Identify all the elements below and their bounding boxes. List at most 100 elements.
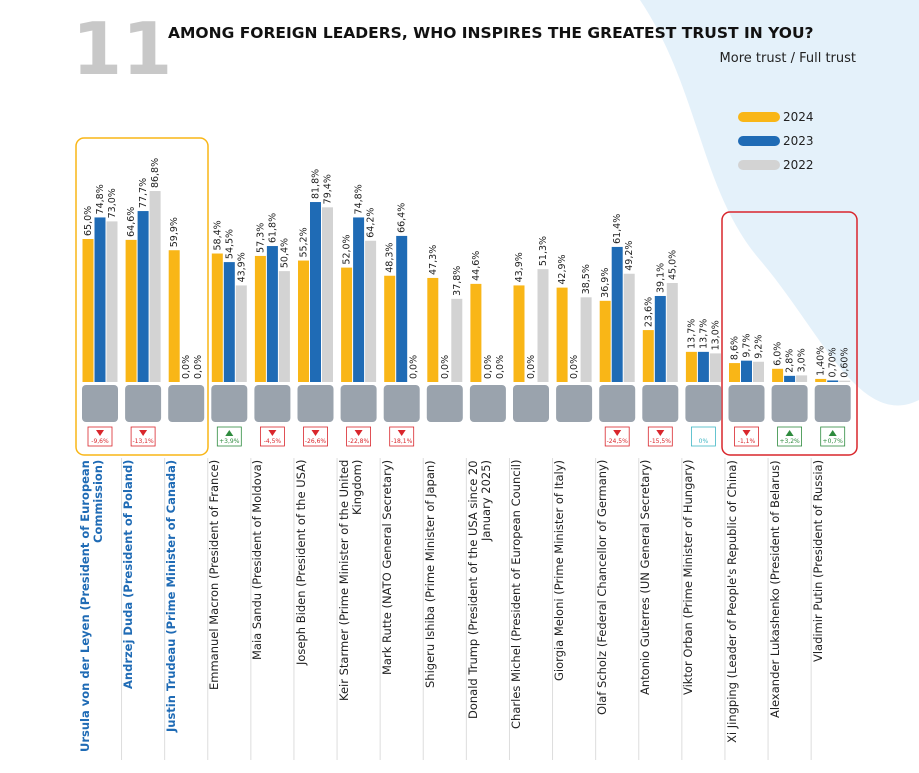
value-label: 64,2% [366, 208, 377, 238]
bar [451, 298, 463, 382]
down-arrow [742, 430, 751, 436]
page-number: 11 [72, 7, 172, 91]
change-badge [87, 426, 113, 447]
bar [815, 378, 827, 382]
category-label: Keir Starmer (Prime Minister of the Unit… [336, 460, 364, 702]
category-label: Giorgia Meloni (Prime Minister of Italy) [552, 460, 567, 682]
down-arrow [311, 430, 320, 436]
value-label: 43,9% [514, 252, 525, 282]
change-label: -18,1% [391, 438, 413, 445]
legend-label: 2023 [783, 134, 814, 148]
value-label: 73,0% [107, 188, 118, 218]
change-badge [259, 426, 285, 447]
down-arrow [613, 430, 622, 436]
category-label: Antonio Guterres (UN General Secretary) [638, 460, 653, 696]
value-label: 0,0% [483, 355, 494, 379]
photo [125, 385, 162, 422]
bar [729, 363, 740, 382]
value-label: 0,0% [181, 355, 192, 379]
value-label: 37,8% [452, 266, 463, 296]
bar [106, 221, 118, 382]
category-label: Joseph Biden (President of the USA) [293, 460, 308, 666]
change-badge [647, 426, 673, 447]
down-arrow [139, 430, 148, 436]
up-arrow [785, 430, 794, 436]
bar [654, 295, 666, 382]
value-label: 42,9% [557, 254, 568, 284]
bar [685, 351, 697, 382]
photo [728, 385, 765, 422]
photo [556, 385, 593, 422]
change-badge [130, 426, 156, 447]
category-label: Justin Trudeau (Prime Minister of Canada… [164, 460, 179, 733]
value-label: 74,8% [354, 184, 365, 214]
value-label: 13,7% [686, 319, 697, 349]
bar [266, 246, 278, 382]
bar [384, 275, 396, 382]
bar [365, 240, 377, 382]
bar [470, 283, 482, 382]
bar [513, 285, 525, 382]
value-label: 13,7% [698, 319, 709, 349]
value-label: 66,4% [397, 203, 408, 233]
bar [427, 277, 439, 382]
bar [709, 353, 721, 382]
category-label: Xi Jingping (Leader of People's Republic… [724, 460, 739, 743]
bar [772, 368, 784, 382]
value-label: 0,0% [409, 355, 420, 379]
down-arrow [96, 430, 104, 436]
photo [340, 385, 377, 422]
bar [753, 361, 764, 382]
bar [537, 269, 549, 382]
bar [94, 217, 106, 382]
change-badge [389, 426, 415, 447]
value-label: 39,1% [655, 263, 666, 293]
bar [211, 253, 223, 382]
bar [137, 211, 149, 382]
chart-subtitle: More trust / Full trust [720, 51, 856, 66]
value-label: 8,6% [730, 336, 741, 360]
value-label: 36,9% [600, 268, 611, 298]
change-label: -24,5% [607, 438, 629, 445]
bar [149, 191, 161, 382]
value-label: 52,0% [342, 234, 353, 264]
bar [341, 267, 353, 382]
category-label: Shigeru Ishiba (Prime Minister of Japan) [422, 460, 437, 688]
photo [426, 385, 463, 422]
photo [254, 385, 291, 422]
bar [254, 255, 266, 382]
value-label: 55,2% [299, 227, 310, 257]
value-label: 64,6% [126, 207, 137, 237]
legend-swatch [738, 136, 780, 146]
value-label: 0,60% [840, 347, 851, 377]
legend-swatch [738, 112, 780, 122]
photo [211, 385, 248, 422]
value-label: 81,8% [311, 169, 322, 199]
value-label: 44,6% [471, 251, 482, 281]
value-label: 0,0% [440, 355, 451, 379]
photo [469, 385, 506, 422]
change-label: -22,8% [348, 438, 370, 445]
change-badge [346, 426, 372, 447]
change-label: +3,2% [779, 438, 800, 445]
bar [82, 239, 94, 382]
value-label: 0,70% [828, 347, 839, 377]
category-label: Maia Sandu (President of Moldova) [250, 460, 265, 661]
photo [383, 385, 420, 422]
down-arrow [268, 430, 277, 436]
bar [322, 207, 333, 382]
up-arrow [225, 430, 234, 436]
bar [666, 283, 678, 382]
value-label: 77,7% [138, 178, 149, 208]
bar [556, 287, 568, 382]
value-label: 61,4% [612, 214, 623, 244]
value-label: 0,0% [193, 355, 204, 379]
value-label: 74,8% [95, 184, 106, 214]
bar [125, 239, 137, 382]
change-label: +0,7% [823, 438, 844, 445]
down-arrow [656, 430, 665, 436]
legend-label: 2024 [783, 110, 814, 124]
value-label: 57,3% [255, 223, 266, 253]
category-label: Andrzej Duda (President of Poland) [121, 460, 136, 690]
